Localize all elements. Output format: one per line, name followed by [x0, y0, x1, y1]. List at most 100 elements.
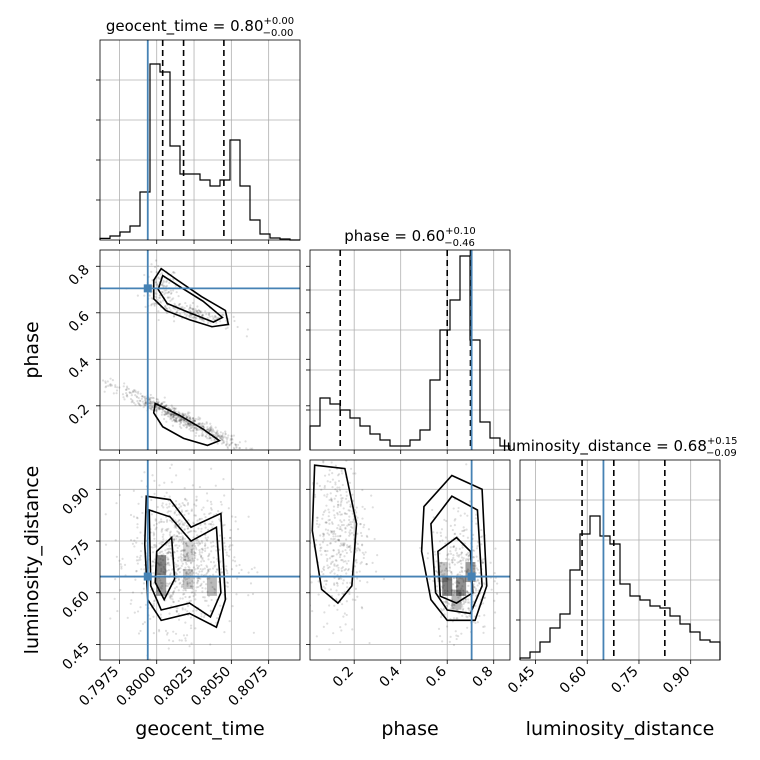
sample-point: [151, 546, 154, 549]
sample-point: [194, 514, 198, 517]
sample-point: [158, 521, 161, 524]
sample-point: [182, 503, 185, 507]
sample-point: [196, 579, 199, 582]
sample-point: [464, 559, 468, 562]
sample-point: [192, 529, 196, 533]
sample-point: [483, 596, 487, 599]
sample-point: [339, 519, 342, 522]
sample-point: [132, 515, 136, 518]
sample-point: [197, 566, 200, 569]
sample-point: [167, 542, 170, 545]
x-tick-label: 0.8: [469, 664, 496, 691]
sample-point: [200, 582, 203, 585]
sample-point: [170, 298, 173, 301]
sample-point: [331, 486, 334, 489]
sample-point: [196, 577, 199, 580]
sample-point: [198, 553, 201, 556]
sample-point: [164, 305, 167, 308]
sample-point: [341, 542, 345, 545]
sample-point: [466, 591, 469, 594]
sample-point: [177, 304, 181, 307]
sample-point: [191, 580, 194, 583]
sample-point: [157, 264, 160, 268]
sample-point: [326, 557, 329, 561]
sample-point: [164, 570, 167, 574]
sample-point: [200, 584, 203, 587]
sample-point: [167, 291, 171, 294]
sample-point: [125, 385, 129, 388]
sample-point: [164, 568, 167, 572]
sample-point: [207, 528, 210, 531]
sample-point: [192, 307, 195, 311]
sample-point: [140, 395, 143, 398]
sample-point: [182, 414, 185, 417]
sample-point: [355, 506, 358, 509]
sample-point: [141, 542, 144, 545]
sample-point: [137, 632, 141, 635]
sample-point: [468, 609, 471, 612]
sample-point: [200, 560, 203, 563]
sample-point: [191, 591, 194, 594]
sample-point: [179, 425, 182, 428]
sample-point: [338, 539, 341, 542]
sample-point: [355, 571, 358, 574]
sample-point: [330, 537, 333, 541]
sample-point: [322, 565, 326, 568]
sample-point: [235, 445, 238, 448]
sample-point: [216, 568, 219, 571]
sample-point: [340, 497, 343, 500]
sample-point: [333, 583, 336, 587]
sample-point: [189, 429, 193, 432]
sample-point: [336, 564, 339, 567]
sample-point: [152, 582, 155, 585]
sample-point: [136, 392, 140, 395]
sample-point: [452, 594, 455, 597]
sample-point: [173, 271, 176, 275]
sample-point: [177, 567, 180, 571]
scatter-panel-geocent_time-phase: [99, 249, 301, 451]
sample-point: [447, 558, 450, 561]
sample-point: [163, 495, 166, 498]
sample-point: [136, 610, 140, 613]
sample-point: [161, 559, 165, 562]
sample-point: [459, 514, 462, 517]
sample-point: [331, 530, 334, 533]
sample-point: [206, 570, 210, 573]
sample-point: [132, 401, 136, 405]
sample-point: [130, 391, 133, 395]
sample-point: [226, 447, 229, 450]
sample-point: [97, 609, 99, 611]
sample-point: [333, 564, 336, 567]
sample-point: [186, 531, 189, 534]
sample-point: [334, 481, 337, 484]
sample-point: [349, 548, 352, 552]
sample-point: [465, 528, 468, 531]
sample-point: [456, 580, 459, 583]
sample-point: [476, 621, 479, 624]
sample-point: [465, 553, 469, 556]
sample-point: [173, 413, 176, 416]
sample-point: [333, 604, 336, 607]
sample-point: [191, 307, 194, 310]
sample-point: [197, 573, 200, 576]
sample-point: [460, 551, 463, 554]
sample-point: [221, 435, 224, 439]
sample-point: [177, 295, 180, 298]
sample-point: [444, 592, 447, 595]
sample-point: [193, 427, 196, 430]
sample-points: [101, 259, 254, 450]
sample-point: [167, 406, 170, 410]
sample-point: [444, 542, 447, 545]
sample-point: [152, 604, 155, 607]
sample-point: [448, 563, 451, 567]
sample-point: [168, 495, 171, 498]
sample-point: [345, 600, 348, 603]
sample-point: [202, 559, 206, 563]
sample-point: [460, 569, 463, 572]
sample-point: [465, 558, 468, 561]
sample-point: [189, 417, 192, 420]
sample-point: [181, 536, 184, 539]
sample-point: [179, 538, 182, 541]
x-tick-label: 0.4: [376, 663, 403, 690]
sample-point: [166, 410, 169, 413]
